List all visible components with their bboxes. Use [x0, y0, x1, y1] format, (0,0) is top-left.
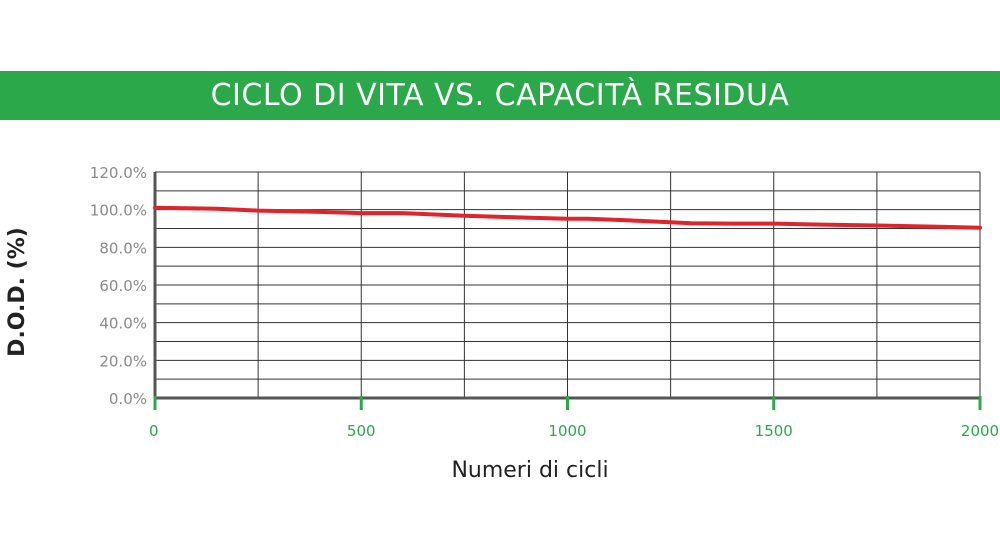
y-tick-label: 100.0% [90, 202, 147, 220]
y-tick-label: 20.0% [99, 352, 147, 370]
tick-label-layer: 0.0% 20.0% 40.0% 60.0% 80.0% 100.0% 120.0% 0 500… [90, 164, 999, 440]
y-tick-label: 60.0% [99, 277, 147, 295]
y-tick-label: 120.0% [90, 164, 147, 182]
x-tick-label: 500 [347, 422, 376, 440]
series-line [153, 205, 982, 230]
y-tick-label: 0.0% [109, 390, 147, 408]
x-axis-title: Numeri di cicli [451, 458, 608, 483]
y-tick-label: 40.0% [99, 315, 147, 333]
y-tick-label: 80.0% [99, 239, 147, 257]
x-tick-label: 0 [149, 422, 159, 440]
y-axis-title: D.O.D. (%) [5, 227, 30, 357]
x-tick-label: 1500 [755, 422, 793, 440]
grid-layer [155, 171, 981, 398]
x-tick-label: 2000 [961, 422, 999, 440]
x-tick-label: 1000 [548, 422, 586, 440]
chart-title: CICLO DI VITA VS. CAPACITÀ RESIDUA [210, 78, 790, 113]
title-banner: CICLO DI VITA VS. CAPACITÀ RESIDUA [0, 71, 1000, 120]
series-layer [153, 205, 982, 230]
